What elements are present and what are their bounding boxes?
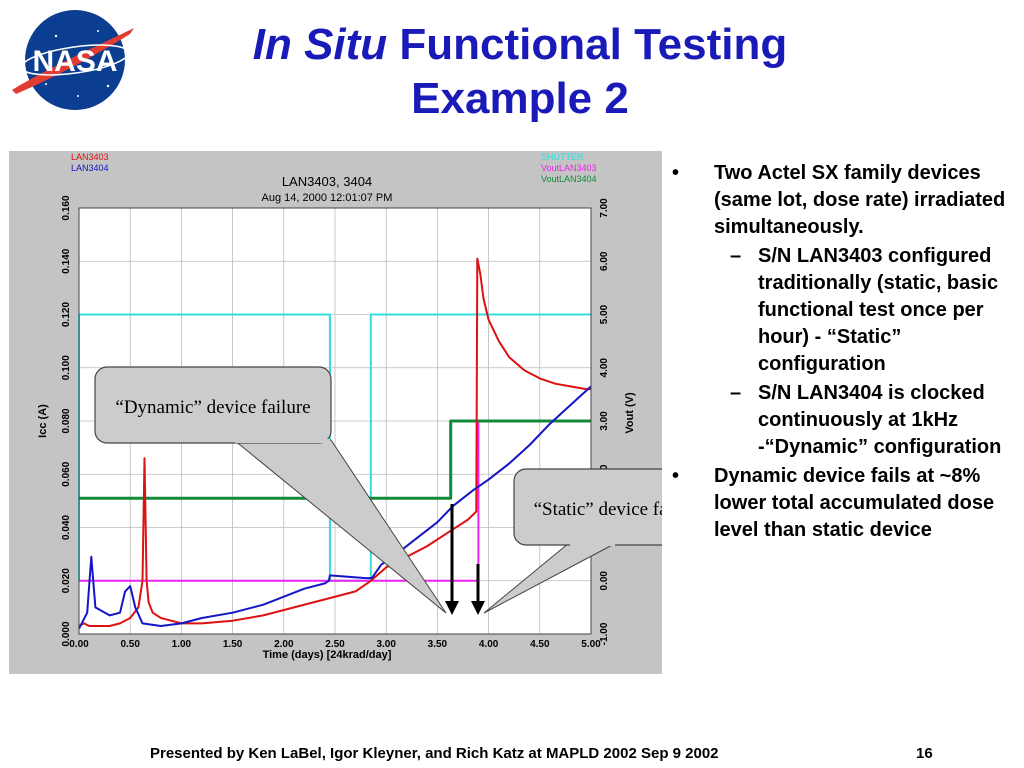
y-tick-label: 0.080	[61, 408, 72, 433]
y2-tick-label: 4.00	[599, 358, 610, 378]
sub-marker: –	[730, 245, 742, 267]
legend-entry: SHUTTER	[541, 152, 584, 162]
slide-title: In Situ Functional Testing Example 2	[150, 18, 890, 126]
x-tick-label: 2.50	[325, 639, 345, 650]
nasa-logo-text: NASA	[32, 45, 117, 78]
y-tick-label: 0.000	[61, 621, 72, 646]
static-callout-text: “Static” device failure	[534, 499, 662, 520]
legend-entry: VoutLAN3404	[541, 174, 597, 184]
x-tick-label: 4.00	[479, 639, 499, 650]
legend-entry: VoutLAN3403	[541, 163, 597, 173]
radiation-chart: 0.00 0.50 1.00 1.50 2.00 2.50 3.00 3.50 4.00 4.50…	[9, 151, 662, 674]
page-number: 16	[916, 745, 933, 762]
chart-subtitle: Aug 14, 2000 12:01:07 PM	[262, 192, 393, 204]
title-line2: Example 2	[411, 74, 629, 123]
plot-border	[78, 207, 592, 635]
bullet-1-sub-1-text: S/N LAN3403 configured traditionally (st…	[758, 245, 999, 375]
bullet-1-text: Two Actel SX family devices (same lot, d…	[714, 162, 1006, 238]
y-tick-label: 0.020	[61, 568, 72, 593]
bullet-marker: •	[672, 465, 680, 487]
bullet-marker: •	[672, 162, 680, 184]
title-rest: Functional Testing	[387, 20, 788, 69]
x-tick-label: 0.50	[120, 639, 140, 650]
series-line-lan3403	[78, 257, 591, 627]
series-line-voutlan3404	[79, 419, 591, 500]
bullet-1-sub-2-text: S/N LAN3404 is clocked continuously at 1…	[758, 382, 1002, 458]
sub-marker: –	[730, 382, 742, 404]
failure-arrows	[445, 504, 485, 615]
y2-tick-label: 5.00	[599, 304, 610, 324]
footer-text: Presented by Ken LaBel, Igor Kleyner, an…	[150, 745, 719, 762]
y-tick-label: 0.100	[61, 355, 72, 380]
y2-tick-label: 3.00	[599, 411, 610, 431]
x-tick-label: 2.00	[274, 639, 294, 650]
tick-labels: 0.00 0.50 1.00 1.50 2.00 2.50 3.00 3.50 4.00 4.50…	[61, 195, 610, 650]
y-tick-label: 0.140	[61, 248, 72, 273]
bullet-1-sub-2: – S/N LAN3404 is clocked continuously at…	[672, 380, 1017, 461]
y-axis-label: Icc (A)	[37, 404, 49, 438]
static-callout: “Static” device failure	[483, 468, 662, 614]
dynamic-callout: “Dynamic” device failure	[94, 366, 447, 614]
y2-tick-label: -1.00	[599, 622, 610, 645]
y-tick-label: 0.060	[61, 461, 72, 486]
y2-tick-label: 7.00	[599, 198, 610, 218]
series-line-lan3404	[78, 385, 592, 630]
y-tick-label: 0.120	[61, 302, 72, 327]
y2-axis-label: Vout (V)	[624, 392, 636, 434]
bullet-list: • Two Actel SX family devices (same lot,…	[672, 160, 1017, 544]
x-axis-label: Time (days) [24krad/day]	[263, 649, 392, 661]
bullet-2: • Dynamic device fails at ~8% lower tota…	[672, 463, 1017, 544]
y-tick-label: 0.160	[61, 195, 72, 220]
bullet-1: • Two Actel SX family devices (same lot,…	[672, 160, 1017, 241]
y2-tick-label: 0.00	[599, 571, 610, 591]
x-tick-label: 0.00	[69, 639, 89, 650]
legend-entry: LAN3403	[71, 152, 109, 162]
bullet-2-text: Dynamic device fails at ~8% lower total …	[714, 465, 995, 541]
legend-entry: LAN3404	[71, 163, 109, 173]
x-tick-label: 4.50	[530, 639, 550, 650]
x-tick-label: 3.00	[376, 639, 396, 650]
x-tick-label: 1.00	[172, 639, 192, 650]
y-tick-label: 0.040	[61, 515, 72, 540]
series-lines	[78, 257, 592, 630]
x-tick-label: 3.50	[428, 639, 448, 650]
title-italic: In Situ	[252, 20, 388, 69]
y2-tick-label: 6.00	[599, 251, 610, 271]
dynamic-callout-text: “Dynamic” device failure	[115, 397, 310, 418]
x-tick-label: 5.00	[581, 639, 601, 650]
x-tick-label: 1.50	[223, 639, 243, 650]
bullet-1-sub-1: – S/N LAN3403 configured traditionally (…	[672, 243, 1017, 378]
chart-title: LAN3403, 3404	[282, 174, 372, 189]
nasa-logo: NASA	[12, 10, 134, 110]
